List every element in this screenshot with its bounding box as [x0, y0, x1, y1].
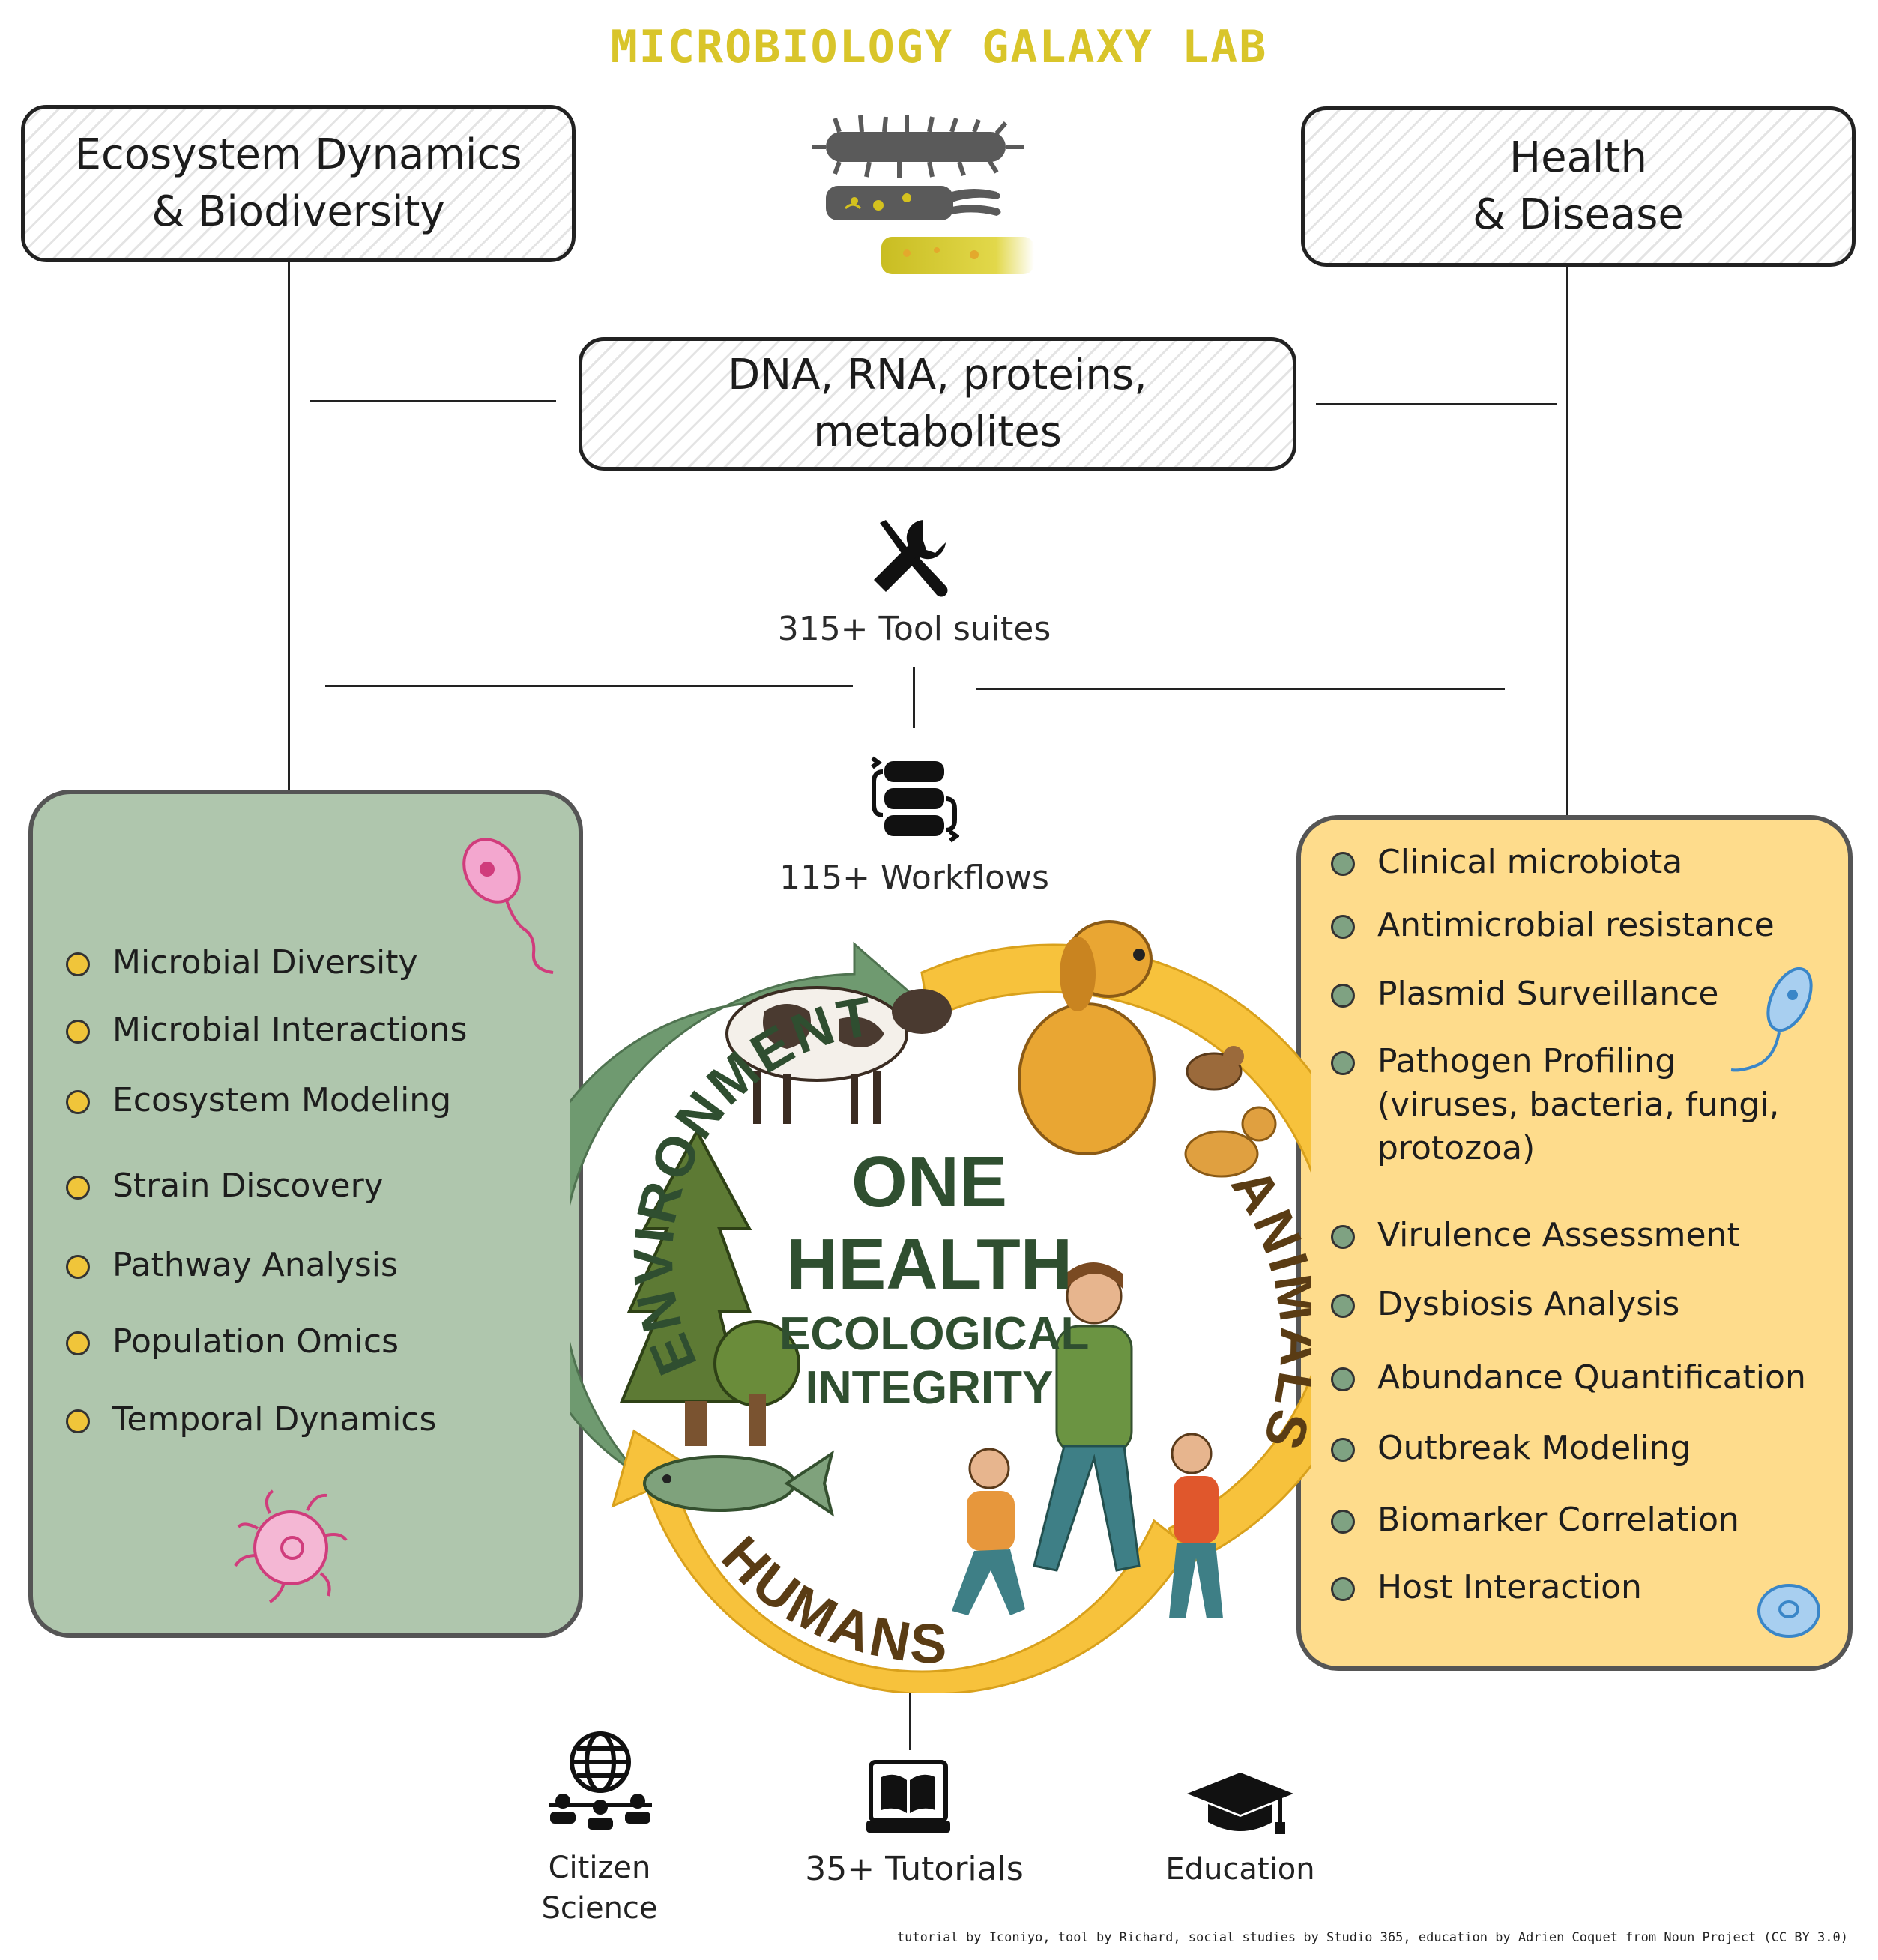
list-item: Microbial Diversity — [66, 941, 576, 984]
one-health-line4: INTEGRITY — [805, 1362, 1054, 1414]
bullet-icon — [1331, 1294, 1355, 1318]
bullet-icon — [1331, 1577, 1355, 1601]
bird-illustration — [1186, 1046, 1244, 1091]
tutorial-icon — [866, 1760, 950, 1833]
workflows-label: 115+ Workflows — [779, 859, 1049, 897]
bacterium-pink-icon — [462, 838, 554, 974]
tutorials-label: 35+ Tutorials — [805, 1850, 1024, 1888]
citizen-science-icon — [549, 1731, 652, 1830]
list-item: Ecosystem Modeling — [66, 1079, 576, 1122]
health-panel: Clinical microbiota Antimicrobial resist… — [1296, 815, 1853, 1671]
omics-line2: metabolites — [813, 408, 1062, 456]
cow-illustration — [725, 986, 952, 1124]
bullet-icon — [66, 1409, 90, 1433]
ecosystem-header-box: Ecosystem Dynamics & Biodiversity — [21, 105, 576, 262]
list-item: Antimicrobial resistance — [1331, 904, 1848, 947]
health-header-box: Health & Disease — [1301, 106, 1856, 267]
list-item: Outbreak Modeling — [1331, 1427, 1848, 1470]
left-vertical-connector — [288, 262, 290, 794]
humans-arrow — [611, 1429, 1190, 1693]
bacterium-blue-icon — [1730, 967, 1813, 1072]
list-item: Microbial Interactions — [66, 1008, 576, 1052]
health-header-line2: & Disease — [1473, 190, 1684, 239]
fish-illustration — [643, 1450, 835, 1517]
one-health-title: ONE HEALTH ECOLOGICAL INTEGRITY — [779, 1142, 1090, 1414]
bullet-icon — [1331, 1051, 1355, 1075]
bullet-icon — [66, 1255, 90, 1279]
list-item: Temporal Dynamics — [66, 1398, 576, 1442]
one-health-line2: HEALTH — [785, 1224, 1073, 1304]
puppy-illustration — [1184, 1106, 1277, 1178]
ecosystem-header-line2: & Biodiversity — [151, 187, 445, 236]
tree-illustration — [620, 1128, 800, 1446]
humans-label: HUMANS — [710, 1524, 952, 1675]
list-item: Host Interaction — [1331, 1566, 1751, 1609]
graduation-cap-icon — [1187, 1773, 1293, 1834]
one-health-line3: ECOLOGICAL — [779, 1308, 1090, 1360]
bullet-icon — [1331, 984, 1355, 1008]
tools-left-connector — [325, 685, 853, 687]
microbe-illustration — [812, 115, 1034, 274]
list-item: Clinical microbiota — [1331, 841, 1848, 884]
bullet-icon — [1331, 1510, 1355, 1534]
bullet-icon — [1331, 1367, 1355, 1391]
omics-line1: DNA, RNA, proteins, — [728, 351, 1147, 399]
list-item: Strain Discovery — [66, 1164, 576, 1208]
bullet-icon — [66, 1331, 90, 1355]
bullet-icon — [1331, 915, 1355, 939]
tools-workflows-connector — [913, 667, 915, 728]
omics-left-connector — [310, 400, 556, 402]
bullet-icon — [66, 952, 90, 976]
bullet-icon — [1331, 1438, 1355, 1462]
ecosystem-panel: Microbial Diversity Microbial Interactio… — [28, 790, 583, 1638]
wrench-screwdriver-icon — [874, 520, 948, 597]
workflow-icon — [871, 756, 959, 843]
list-item: Pathway Analysis — [66, 1244, 576, 1287]
page-title: MICROBIOLOGY GALAXY LAB — [610, 21, 1268, 73]
list-item: Pathogen Profiling (viruses, bacteria, f… — [1331, 1040, 1781, 1170]
ring-bottom-connector — [909, 1687, 911, 1750]
animals-label: ANIMALS — [1219, 1157, 1311, 1460]
tools-right-connector — [976, 688, 1505, 690]
cell-blue-icon — [1757, 1584, 1820, 1638]
health-header-line1: Health — [1509, 133, 1647, 182]
amoeba-pink-icon — [234, 1489, 348, 1603]
list-item: Virulence Assessment — [1331, 1214, 1848, 1257]
one-health-line1: ONE — [851, 1142, 1008, 1222]
list-item: Population Omics — [66, 1320, 576, 1364]
credit-text: tutorial by Iconiyo, tool by Richard, so… — [896, 1930, 1848, 1945]
citizen-science-label: Citizen Science — [541, 1851, 658, 1926]
bullet-icon — [1331, 852, 1355, 876]
ecosystem-header-line1: Ecosystem Dynamics — [74, 130, 522, 179]
tools-label: 315+ Tool suites — [777, 610, 1051, 648]
bullet-icon — [66, 1020, 90, 1044]
right-vertical-connector — [1566, 267, 1568, 821]
omics-right-connector — [1316, 403, 1557, 405]
dog-illustration — [1018, 920, 1156, 1155]
list-item: Dysbiosis Analysis — [1331, 1283, 1848, 1326]
family-illustration — [952, 1262, 1223, 1618]
bullet-icon — [1331, 1225, 1355, 1249]
education-label: Education — [1165, 1852, 1315, 1887]
list-item: Plasmid Surveillance — [1331, 973, 1751, 1016]
list-item: Abundance Quantification — [1331, 1356, 1848, 1400]
list-item: Biomarker Correlation — [1331, 1498, 1848, 1542]
bullet-icon — [66, 1176, 90, 1200]
bullet-icon — [66, 1090, 90, 1114]
omics-box: DNA, RNA, proteins, metabolites — [579, 337, 1296, 471]
one-health-ring: ENVIRONMENT ANIMALS HUMANS — [570, 920, 1311, 1693]
